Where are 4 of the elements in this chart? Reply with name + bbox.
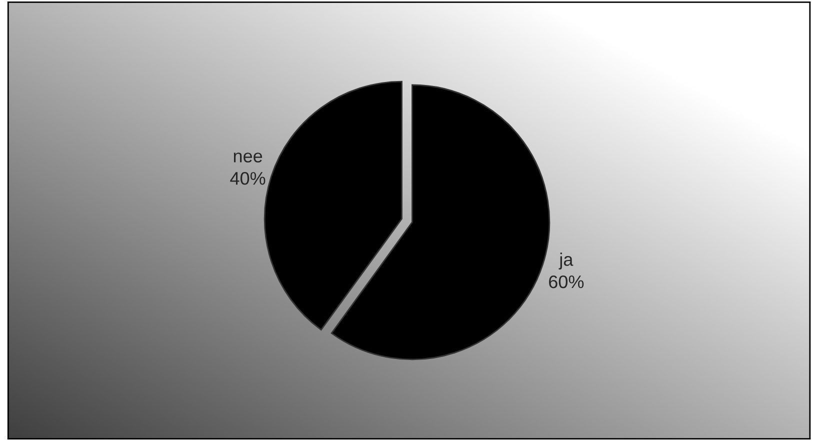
slice-label: nee <box>234 152 262 162</box>
slice-label: ja <box>558 252 574 270</box>
data-label: 40% <box>230 172 266 185</box>
data-label: 60% <box>549 275 584 288</box>
